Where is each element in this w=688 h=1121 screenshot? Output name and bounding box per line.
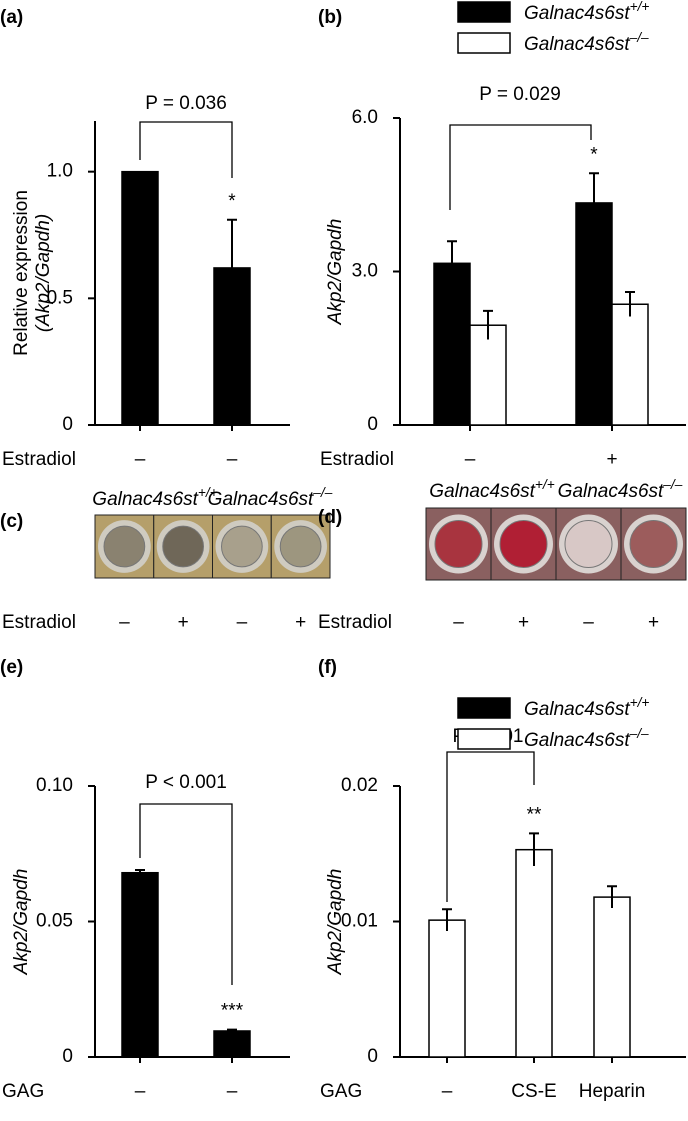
error-bar (135, 869, 145, 876)
x-tick-label: – (442, 1081, 453, 1102)
x-tick-label: – (135, 449, 146, 470)
well (103, 525, 146, 568)
y-axis-title: Akp2/Gapdh (325, 219, 346, 326)
well (434, 520, 483, 568)
legend-label: Galnac4s6st+/+ (524, 695, 649, 720)
significance: ** (527, 804, 542, 825)
legend-label: Galnac4s6st–/– (524, 30, 649, 55)
x-tick-label: – (227, 1081, 238, 1102)
bar (121, 871, 159, 1058)
bar (469, 324, 507, 426)
legend-swatch (457, 728, 511, 750)
bracket (446, 751, 535, 902)
condition-label: + (648, 612, 659, 633)
well (499, 520, 548, 568)
bar (213, 1030, 251, 1058)
well (279, 525, 322, 568)
y-tick-label: 1.0 (47, 161, 73, 182)
bar (121, 170, 159, 426)
panel-label: (b) (318, 7, 342, 28)
condition-label: + (178, 612, 189, 633)
error-bar (529, 832, 539, 866)
y-tick-label: 0.5 (47, 287, 73, 308)
y-tick-label: 0 (62, 1046, 73, 1067)
y-tick-label: 0 (62, 414, 73, 435)
bar (428, 919, 466, 1058)
x-tick-label: – (465, 449, 476, 470)
bar (515, 848, 553, 1058)
legend-label: Galnac4s6st–/– (524, 726, 649, 751)
y-tick-label: 6.0 (352, 107, 378, 128)
y-axis-title: Akp2/Gapdh (325, 869, 346, 976)
x-tick-label: + (606, 449, 617, 470)
y-tick-label: 0.10 (36, 775, 73, 796)
y-axis-title: Relative expression (11, 190, 32, 356)
error-bar (625, 290, 635, 317)
x-axis-title: GAG (2, 1081, 44, 1102)
panel-label: (f) (318, 657, 337, 678)
well (162, 525, 204, 568)
error-bar (442, 908, 452, 931)
y-axis-title: (Akp2/Gapdh) (33, 214, 54, 332)
condition-label: + (295, 612, 306, 633)
bracket-label: P = 0.029 (479, 84, 561, 105)
condition-label: – (119, 612, 130, 633)
legend-swatch (457, 32, 511, 54)
x-tick-label: CS-E (511, 1081, 556, 1102)
row-label: Estradiol (318, 612, 392, 633)
y-axis-title: Akp2/Gapdh (11, 869, 32, 976)
y-tick-label: 3.0 (352, 261, 378, 282)
significance: *** (221, 1001, 244, 1022)
panel-label: (a) (0, 7, 23, 28)
x-axis-title: Estradiol (2, 449, 76, 470)
legend-swatch (457, 697, 511, 719)
x-tick-label: Heparin (579, 1081, 646, 1102)
legend-swatch (457, 1, 511, 23)
significance: * (590, 144, 598, 165)
condition-label: – (237, 612, 248, 633)
well (629, 520, 678, 568)
bar (611, 303, 649, 426)
row-label: Estradiol (2, 612, 76, 633)
well (221, 525, 263, 568)
error-bar (607, 885, 617, 908)
bracket (139, 121, 233, 178)
condition-label: – (453, 612, 464, 633)
error-bar (483, 309, 493, 340)
genotype-label: Galnac4s6st+/+ (429, 477, 554, 502)
x-axis-title: Estradiol (320, 449, 394, 470)
bracket (449, 124, 592, 210)
bracket-label: P < 0.001 (145, 772, 227, 793)
error-bar (589, 172, 599, 233)
genotype-label: Galnac4s6st–/– (208, 485, 333, 510)
bracket (139, 803, 233, 985)
condition-label: + (518, 612, 529, 633)
significance: * (228, 191, 236, 212)
y-tick-label: 0.02 (341, 775, 378, 796)
y-tick-label: 0 (367, 1046, 378, 1067)
x-axis-title: GAG (320, 1081, 362, 1102)
error-bar (227, 1028, 237, 1033)
x-tick-label: – (227, 449, 238, 470)
y-tick-label: 0 (367, 414, 378, 435)
bar (433, 262, 471, 426)
panel-label: (c) (0, 511, 23, 532)
legend-label: Galnac4s6st+/+ (524, 0, 649, 24)
panel-label: (d) (318, 507, 342, 528)
x-tick-label: – (135, 1081, 146, 1102)
panel-label: (e) (0, 657, 23, 678)
genotype-label: Galnac4s6st+/+ (92, 485, 217, 510)
error-bar (227, 218, 237, 317)
bracket-label: P = 0.036 (145, 93, 227, 114)
well (564, 520, 613, 568)
bar (575, 202, 613, 426)
y-tick-label: 0.05 (36, 911, 73, 932)
genotype-label: Galnac4s6st–/– (558, 477, 683, 502)
bar (593, 896, 631, 1058)
error-bar (447, 240, 457, 286)
y-tick-label: 0.01 (341, 911, 378, 932)
condition-label: – (583, 612, 594, 633)
